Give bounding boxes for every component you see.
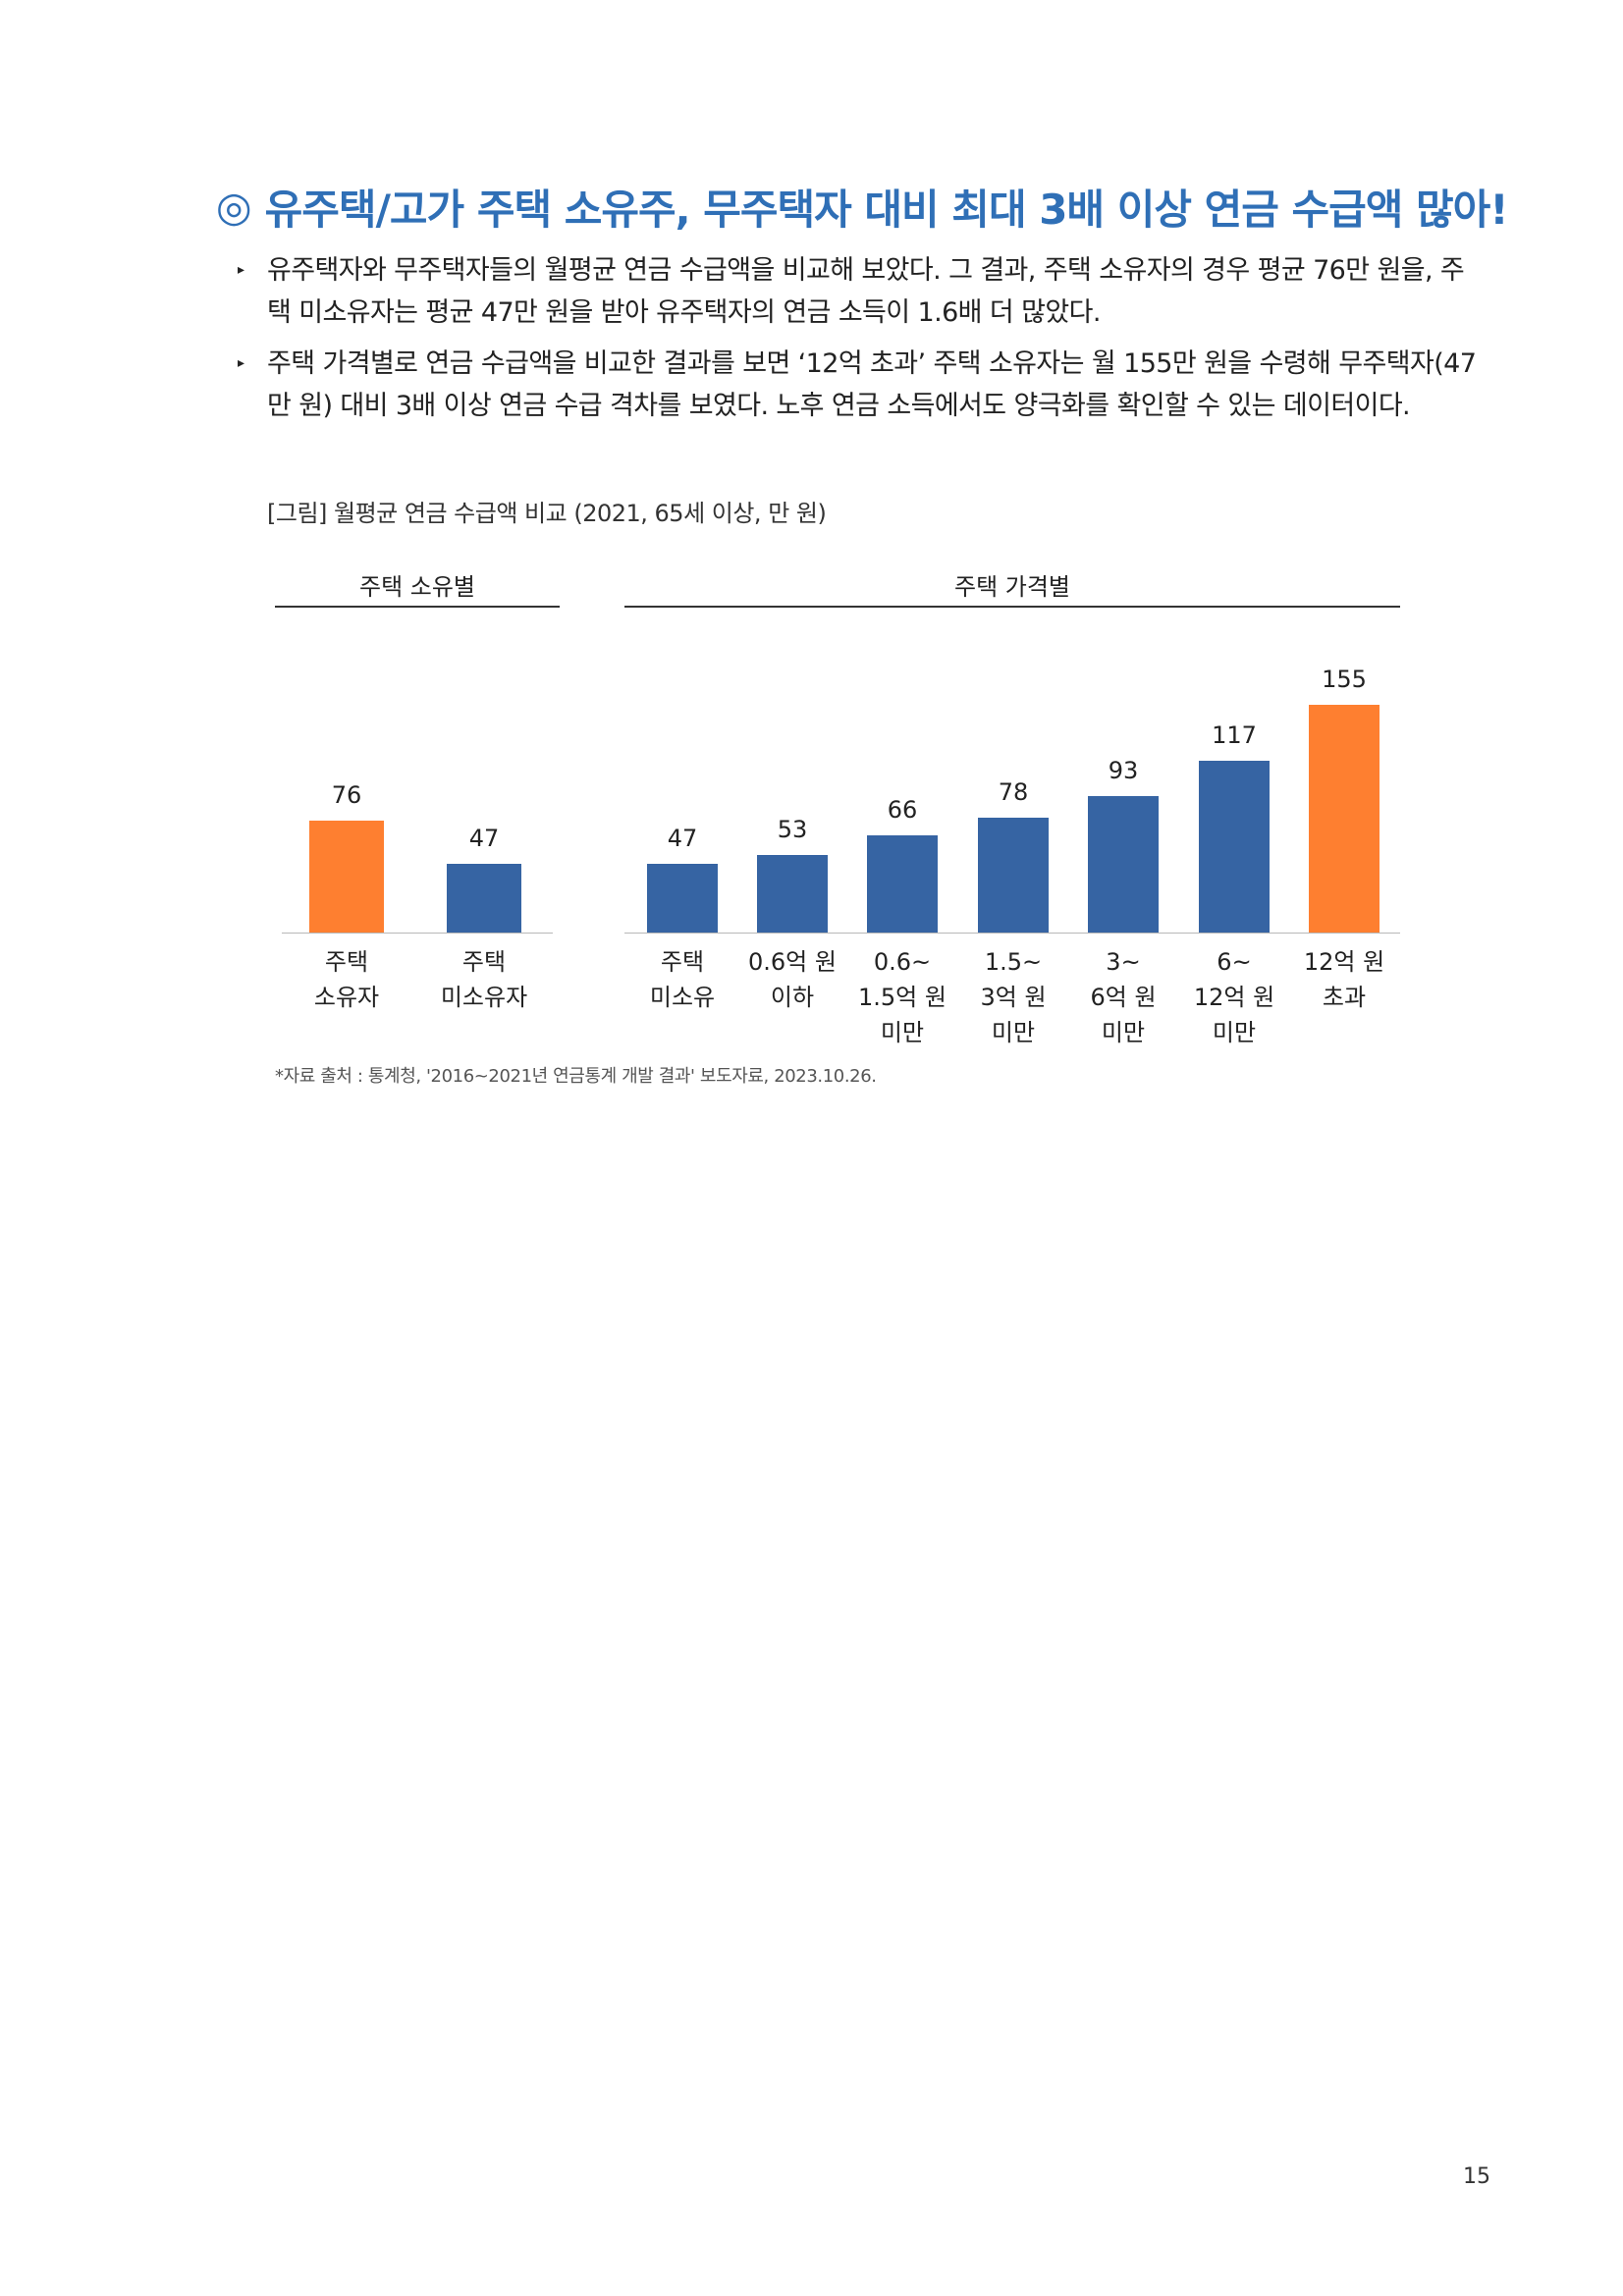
bar-value-label: 117 [1212, 721, 1257, 749]
chart-title: 주택 소유별 [358, 573, 476, 601]
triangle-bullet-icon: ▸ [238, 355, 244, 371]
category-label: 6~ 12억 원 미만 [1193, 948, 1275, 1046]
bar-value-label: 47 [468, 824, 500, 852]
source-note: *자료 출처 : 통계청, '2016~2021년 연금통계 개발 결과' 보도… [275, 1066, 877, 1087]
bullet-text: 유주택자와 무주택자들의 월평균 연금 수급액을 비교해 보았다. 그 결과, … [267, 255, 1465, 328]
chart-baseline [624, 933, 1400, 934]
category-label: 3~ 6억 원 미만 [1090, 948, 1157, 1046]
category-label: 0.6억 원 이하 [748, 948, 837, 1011]
bullet-item: ▸ 유주택자와 무주택자들의 월평균 연금 수급액을 비교해 보았다. 그 결과… [236, 249, 1483, 334]
figure-caption: [그림] 월평균 연금 수급액 비교 (2021, 65세 이상, 만 원) [267, 500, 827, 527]
category-label: 주택 미소유자 [440, 948, 528, 1011]
bar-value-label: 66 [887, 796, 918, 824]
chart-title-rule [275, 606, 560, 608]
category-label: 1.5~ 3억 원 미만 [980, 948, 1047, 1046]
triangle-bullet-icon: ▸ [238, 262, 244, 278]
category-label: 주택 미소유 [649, 948, 716, 1011]
section-heading: ◎ 유주택/고가 주택 소유주, 무주택자 대비 최대 3배 이상 연금 수급액… [216, 177, 1512, 237]
bar-value-label: 76 [331, 781, 362, 809]
chart-bar [1309, 704, 1380, 933]
category-label: 12억 원 초과 [1303, 948, 1385, 1011]
bar-value-label: 53 [777, 815, 808, 843]
chart-baseline [282, 933, 553, 934]
category-label: 0.6~ 1.5억 원 미만 [858, 948, 947, 1046]
chart-bar [1088, 795, 1159, 933]
chart-bar [978, 818, 1049, 933]
chart-bar [647, 863, 718, 933]
page-number: 15 [1463, 2164, 1490, 2189]
chart-title-rule [624, 606, 1400, 608]
chart-bar [447, 863, 521, 933]
category-label: 주택 소유자 [313, 948, 380, 1011]
bar-value-label: 93 [1108, 756, 1139, 784]
chart-bar [867, 835, 938, 933]
bullet-text: 주택 가격별로 연금 수급액을 비교한 결과를 보면 ‘12억 초과’ 주택 소… [267, 348, 1477, 421]
chart-bar [757, 854, 828, 933]
bullet-item: ▸ 주택 가격별로 연금 수급액을 비교한 결과를 보면 ‘12억 초과’ 주택… [236, 343, 1483, 427]
double-circle-icon: ◎ [216, 183, 252, 231]
heading-text: 유주택/고가 주택 소유주, 무주택자 대비 최대 3배 이상 연금 수급액 많… [264, 186, 1509, 234]
bar-value-label: 47 [667, 824, 698, 852]
chart-bar [1199, 760, 1270, 933]
chart-bar [309, 821, 384, 933]
chart-title: 주택 가격별 [953, 573, 1071, 601]
bar-value-label: 155 [1322, 665, 1367, 693]
bullet-list: ▸ 유주택자와 무주택자들의 월평균 연금 수급액을 비교해 보았다. 그 결과… [236, 249, 1483, 436]
bar-value-label: 78 [998, 778, 1029, 806]
